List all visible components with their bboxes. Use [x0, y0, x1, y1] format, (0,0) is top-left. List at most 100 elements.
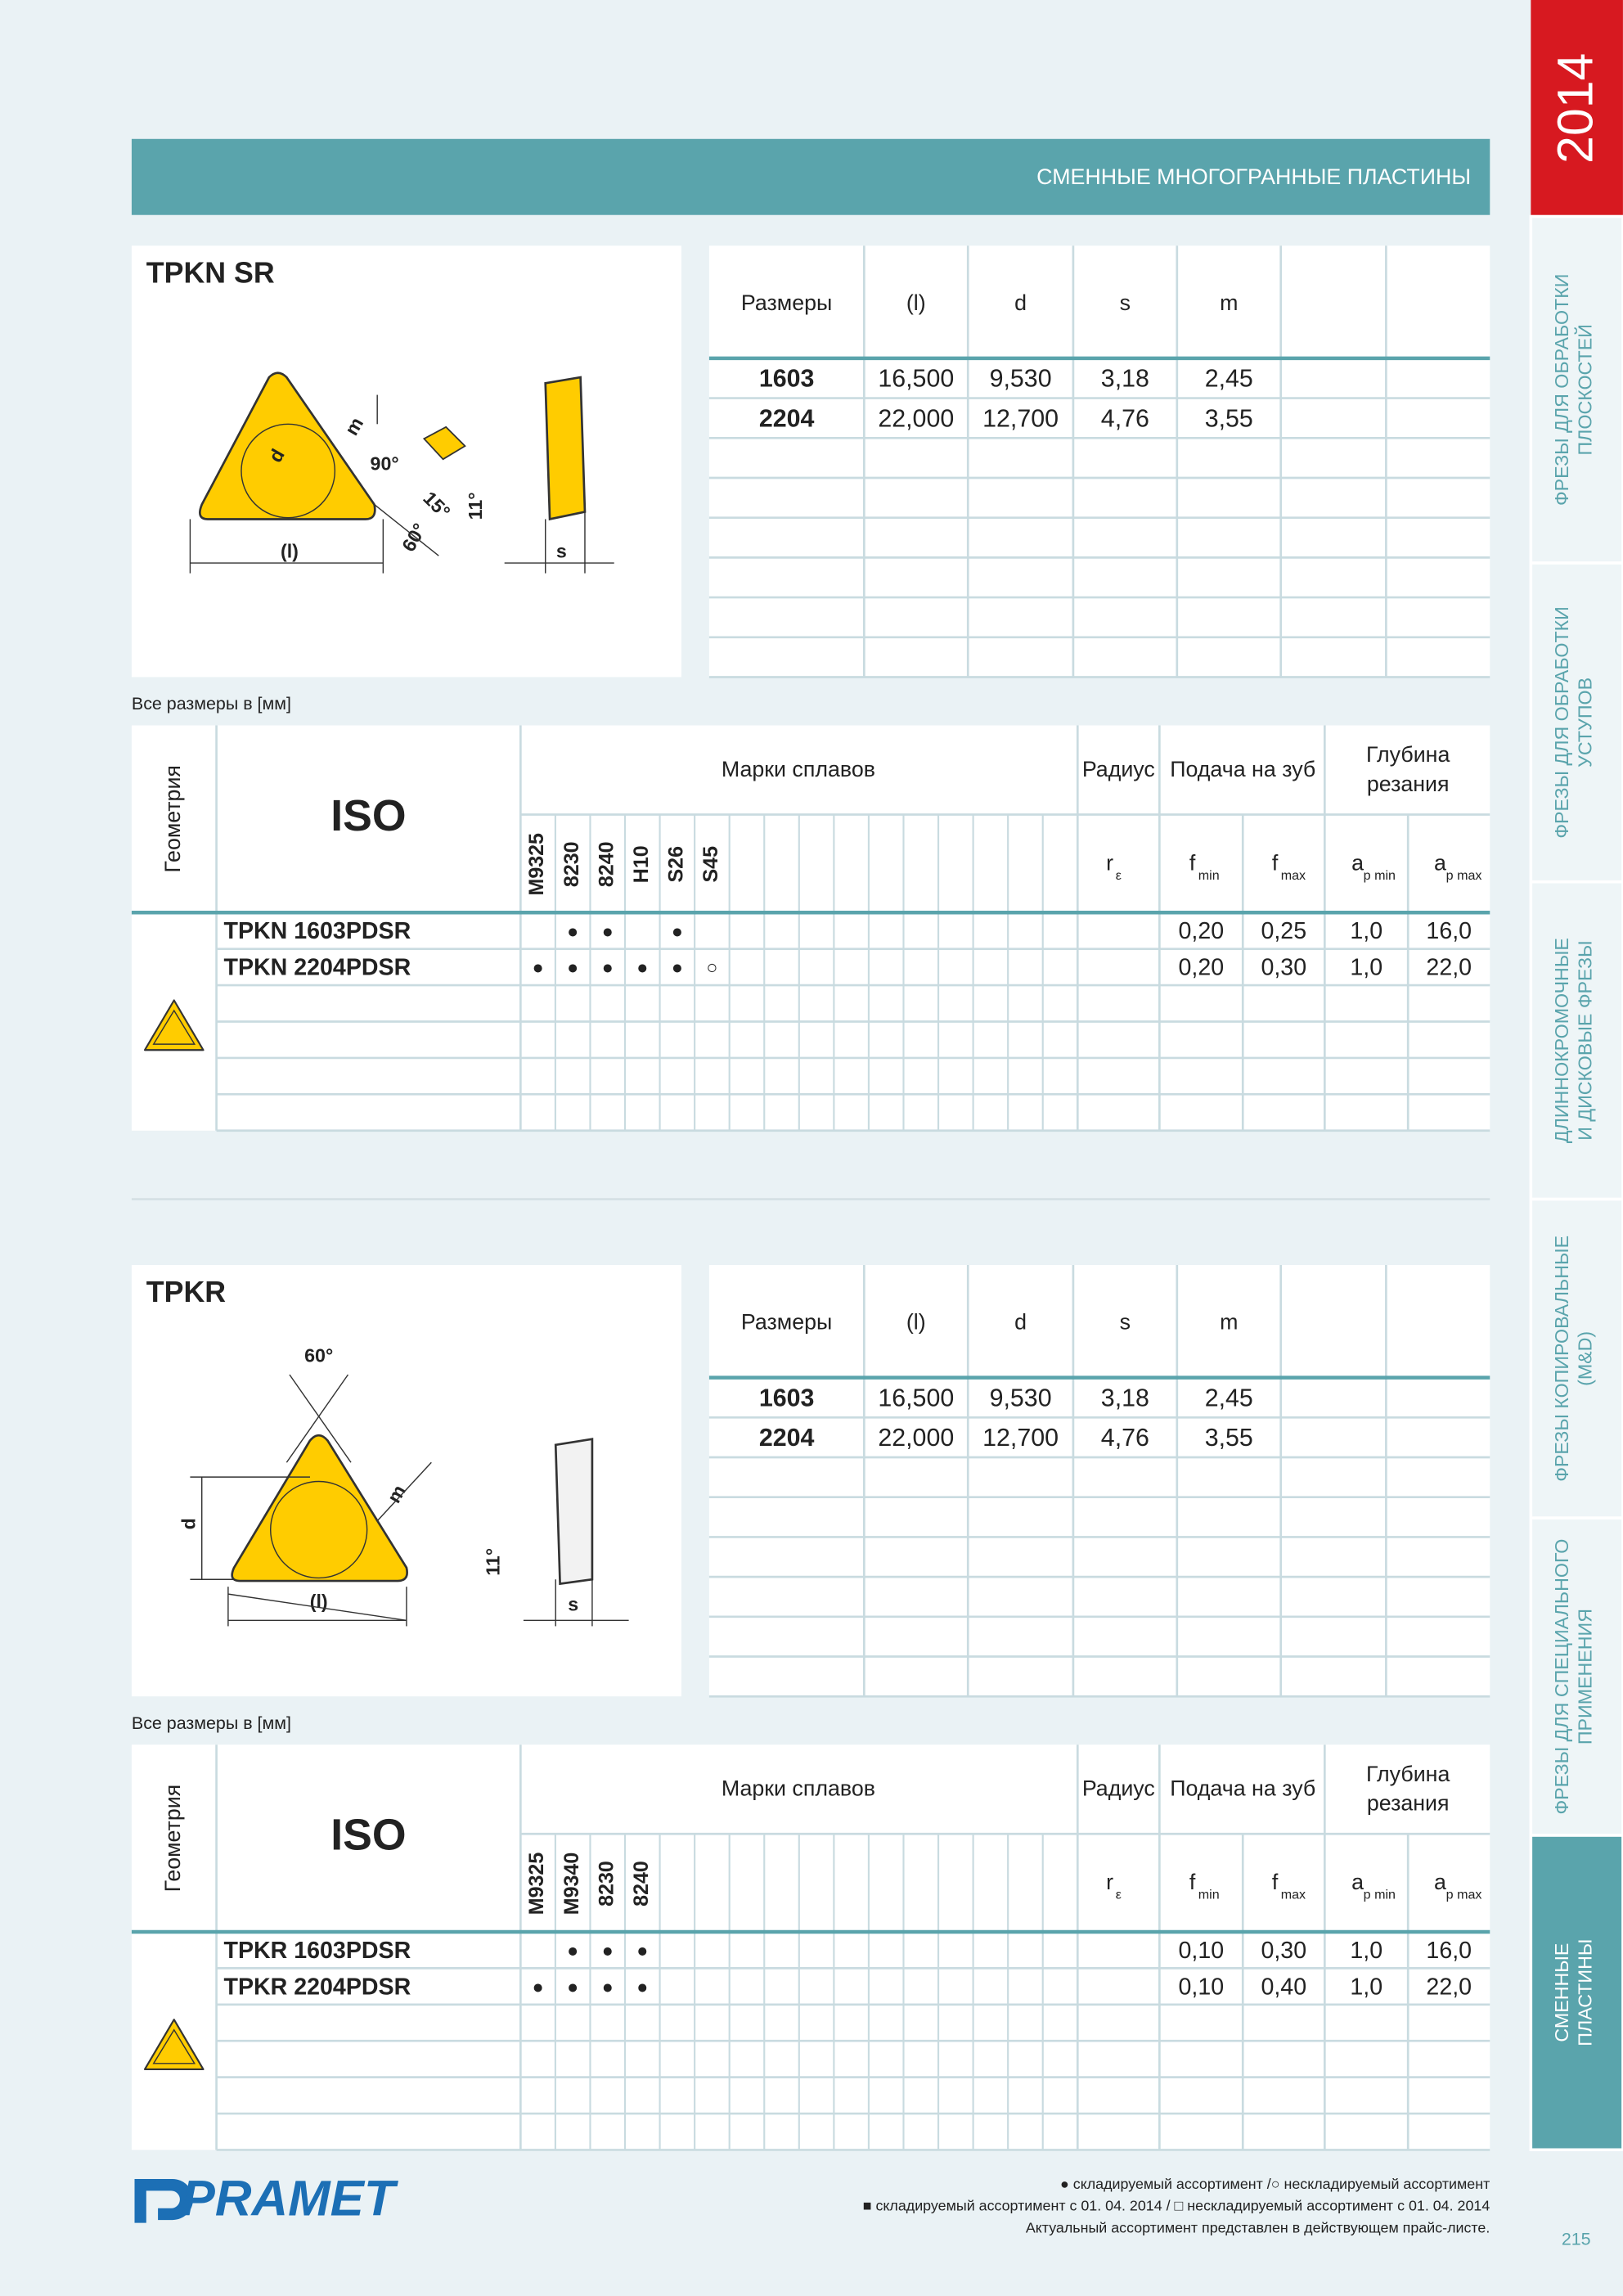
- column-header: Размеры: [741, 290, 832, 315]
- diagram-panel: [131, 245, 681, 678]
- diagram-label: s: [556, 541, 567, 562]
- cutting-value: 0,20: [1178, 955, 1224, 981]
- sidebar-tab-label: ПЛАСТИНЫ: [1574, 1939, 1595, 2046]
- dimension-cell: 4,76: [1101, 1424, 1149, 1452]
- dimension-cell: 9,530: [990, 365, 1052, 393]
- sidebar-tab-label: УСТУПОВ: [1574, 678, 1595, 768]
- iso-code: TPKN 2204PDSR: [224, 955, 411, 981]
- insert-shape: [199, 371, 376, 520]
- radius-label: Радиус: [1082, 757, 1155, 781]
- dimensions-table: [708, 1264, 1490, 1697]
- availability-mark: ●: [672, 921, 683, 942]
- iso-code: TPKR 2204PDSR: [224, 1974, 411, 2000]
- param-subscript: max: [1281, 868, 1306, 883]
- availability-mark: ●: [636, 957, 648, 978]
- dimension-cell: 16,500: [878, 365, 954, 393]
- dimension-cell: 1603: [759, 365, 815, 393]
- grade-name: 8240: [630, 1861, 653, 1907]
- insert-circle: [269, 1480, 368, 1579]
- param-symbol: a: [1434, 1870, 1446, 1894]
- param-symbol: a: [1351, 850, 1364, 875]
- side-view: [544, 376, 587, 521]
- depth-label: Глубина: [1366, 742, 1450, 767]
- diagram-label: (l): [281, 541, 299, 562]
- dimension-line: [289, 1374, 352, 1463]
- grades-label: Марки сплавов: [722, 757, 875, 781]
- param-subscript: p max: [1446, 868, 1482, 883]
- dimension-cell: 16,500: [878, 1384, 954, 1411]
- availability-mark: ●: [567, 1976, 578, 1997]
- feed-label: Подача на зуб: [1170, 1776, 1315, 1801]
- dimension-line: [376, 1461, 432, 1522]
- depth-label: резания: [1367, 772, 1450, 796]
- column-header: (l): [906, 290, 926, 315]
- cutting-value: 0,30: [1261, 1938, 1306, 1964]
- param-subscript: p max: [1446, 1888, 1482, 1902]
- cutting-value: 16,0: [1426, 918, 1472, 944]
- sidebar-tab-label: ПРИМЕНЕНИЯ: [1574, 1609, 1595, 1745]
- logo-icon: [134, 2179, 193, 2223]
- grade-name: M9325: [525, 833, 548, 896]
- dimension-cell: 4,76: [1101, 404, 1149, 432]
- dimension-cell: 2204: [759, 1424, 815, 1452]
- dimension-cell: 2,45: [1205, 1384, 1253, 1411]
- diagram-panel: [131, 1264, 681, 1697]
- sidebar-tab-label: ДЛИННОКРОМОЧНЫЕ: [1551, 938, 1572, 1143]
- geometry-label: Геометрия: [160, 1785, 185, 1893]
- grade-name: 8230: [595, 1861, 618, 1907]
- diagram-label: 11°: [482, 1548, 503, 1576]
- diagram-label: 90°: [371, 452, 399, 474]
- sidebar-tab-label: ФРЕЗЫ ДЛЯ СПЕЦИАЛЬНОГО: [1551, 1539, 1572, 1815]
- grade-name: S26: [664, 846, 687, 883]
- geometry-icon-inner: [152, 1009, 196, 1045]
- grades-table: [131, 1745, 1490, 2150]
- year: 2014: [1547, 53, 1603, 164]
- cutting-value: 1,0: [1350, 1938, 1382, 1964]
- cutting-value: 1,0: [1350, 1974, 1382, 2000]
- dimension-line: [227, 1593, 407, 1621]
- side-view: [554, 1438, 594, 1586]
- year-tab: [1531, 0, 1623, 217]
- param-subscript: ε: [1116, 1888, 1122, 1902]
- dimension-cell: 2204: [759, 404, 815, 432]
- sidebar-tab-label: ФРЕЗЫ ДЛЯ ОБРАБОТКИ: [1551, 274, 1572, 506]
- availability-mark: ●: [602, 957, 614, 978]
- availability-mark: ●: [533, 1976, 544, 1997]
- dimension-cell: 3,55: [1205, 404, 1253, 432]
- dimensions-table: [708, 245, 1490, 678]
- insert-name: TPKR: [146, 1276, 226, 1308]
- param-symbol: a: [1434, 850, 1446, 875]
- param-symbol: f: [1189, 1870, 1196, 1894]
- cutting-value: 0,10: [1178, 1974, 1224, 2000]
- sidebar-tab: [1529, 880, 1623, 1201]
- insert-circle: [241, 423, 336, 519]
- cutting-value: 1,0: [1350, 918, 1382, 944]
- column-header: m: [1220, 1310, 1238, 1335]
- grade-name: M9340: [560, 1853, 583, 1916]
- insert-name: TPKN SR: [146, 256, 275, 289]
- dimension-cell: 9,530: [990, 1384, 1052, 1411]
- logo-text: PRAMET: [182, 2171, 399, 2226]
- grade-name: 8230: [560, 841, 583, 887]
- sidebar-tab-label: (M&D): [1574, 1331, 1595, 1386]
- column-header: s: [1120, 1310, 1131, 1335]
- availability-mark: ●: [602, 921, 614, 942]
- cutting-value: 0,30: [1261, 955, 1306, 981]
- param-subscript: min: [1198, 1888, 1220, 1902]
- grade-name: H10: [630, 845, 653, 883]
- insert-shape: [231, 1434, 408, 1582]
- depth-label: Глубина: [1366, 1762, 1450, 1786]
- availability-mark: ●: [567, 957, 578, 978]
- iso-label: ISO: [330, 791, 406, 840]
- dimension-cell: 3,55: [1205, 1424, 1253, 1452]
- cutting-value: 22,0: [1426, 1974, 1472, 2000]
- iso-code: TPKN 1603PDSR: [224, 918, 411, 944]
- param-symbol: a: [1351, 1870, 1364, 1894]
- insert-facet: [422, 425, 466, 461]
- feed-label: Подача на зуб: [1170, 757, 1315, 781]
- param-subscript: p min: [1364, 868, 1396, 883]
- dimension-cell: 12,700: [982, 1424, 1059, 1452]
- cutting-value: 16,0: [1426, 1938, 1472, 1964]
